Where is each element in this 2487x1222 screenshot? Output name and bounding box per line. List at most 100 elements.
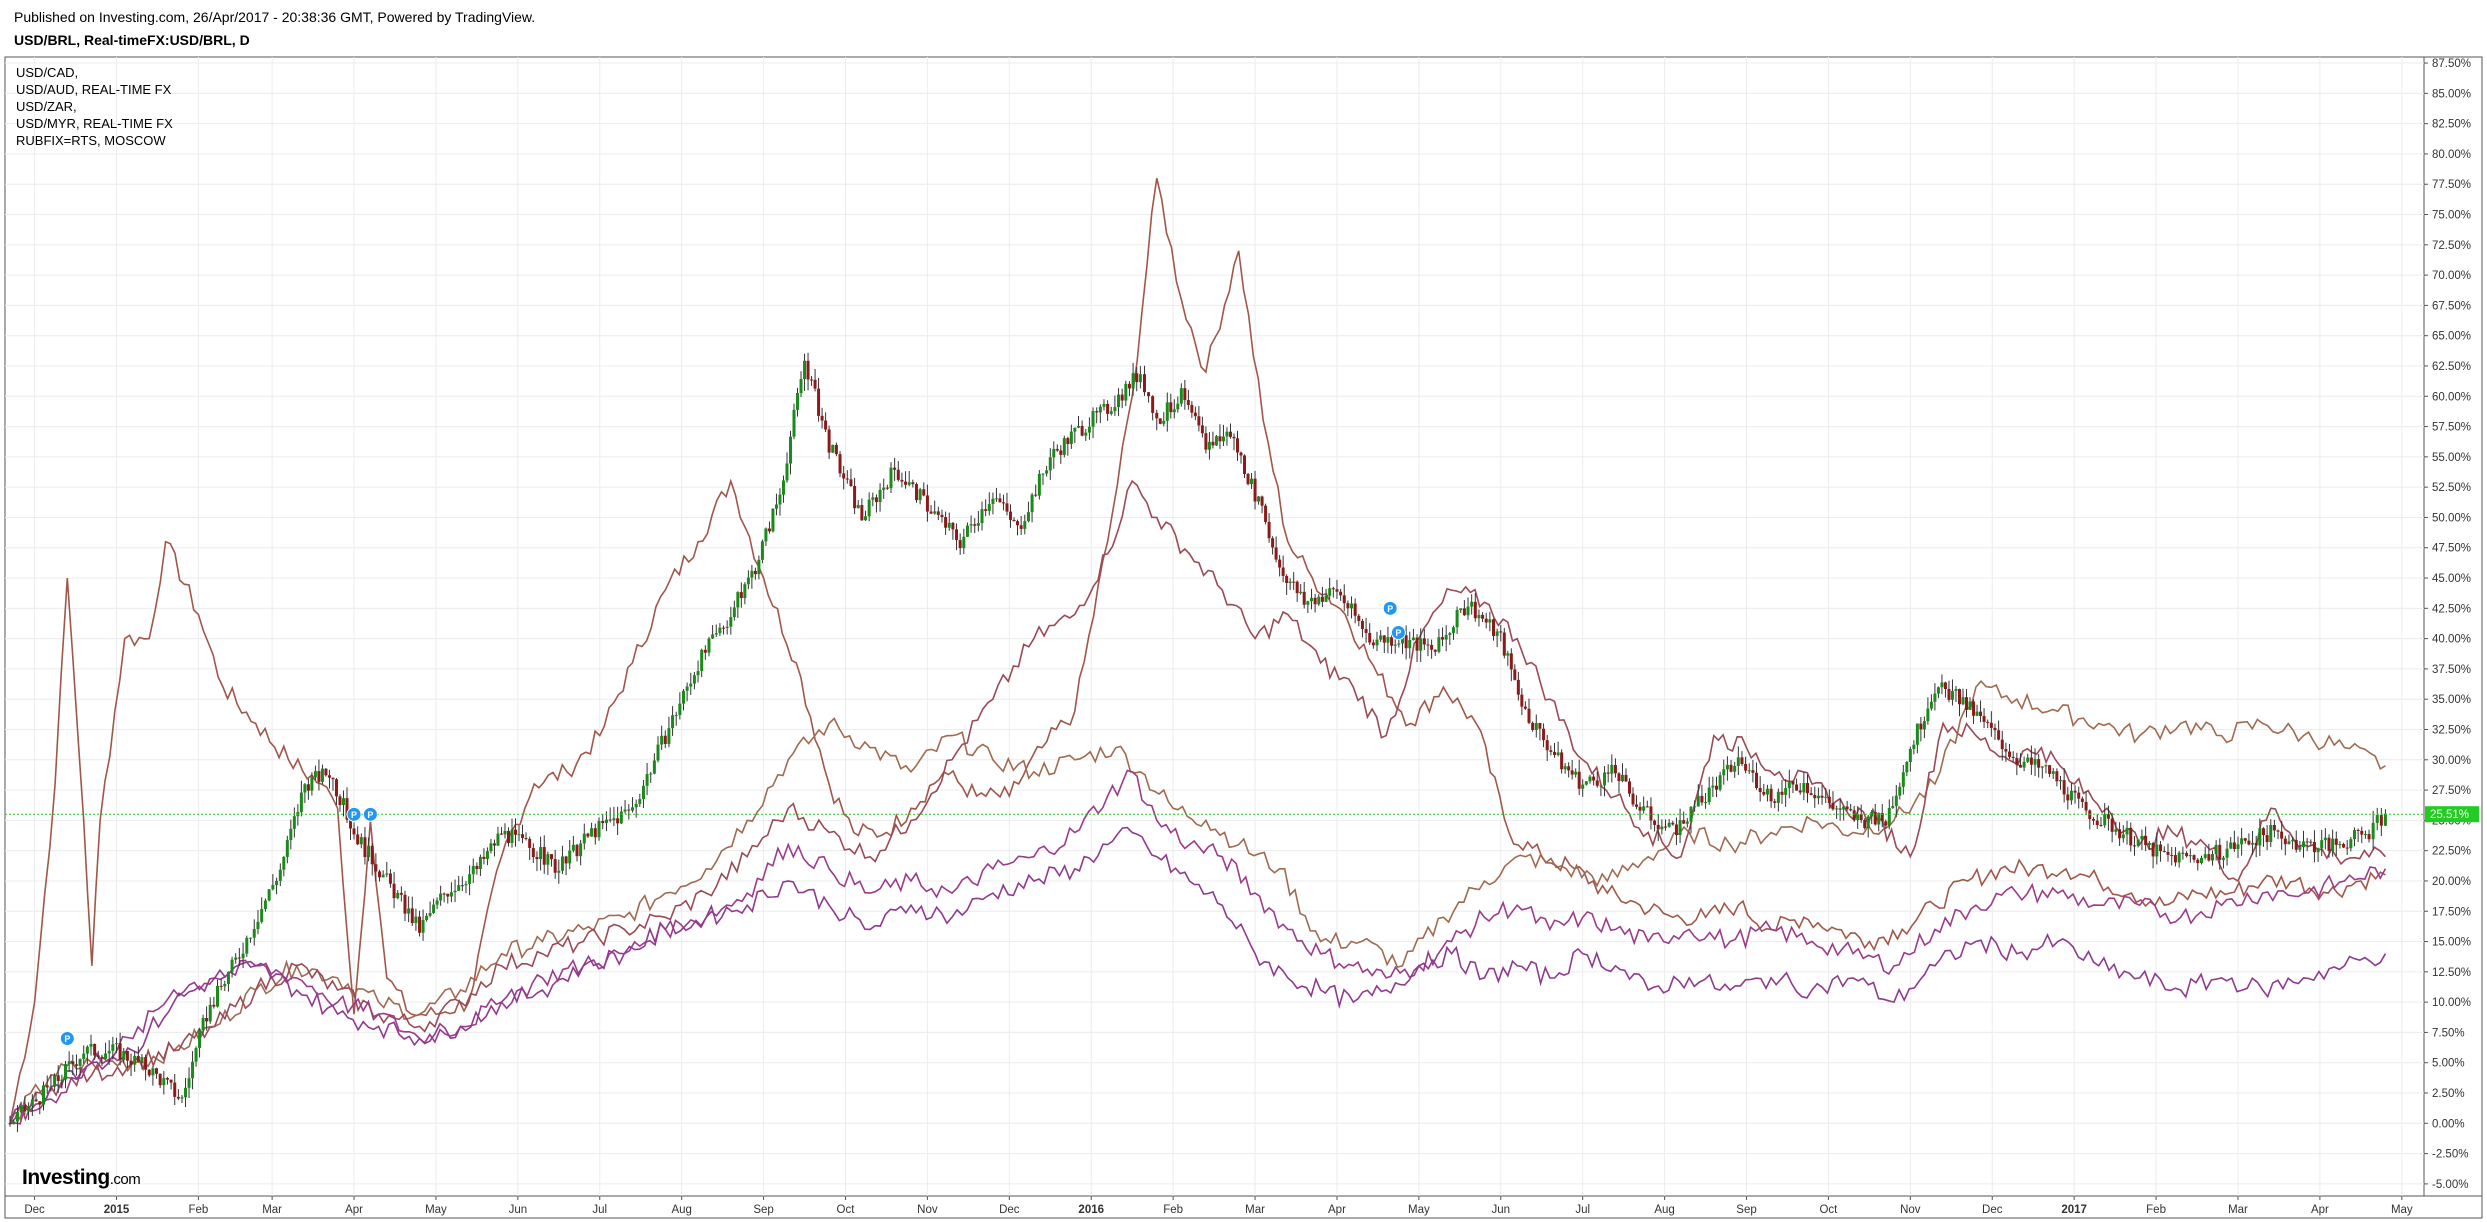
- candle-body: [1441, 637, 1445, 640]
- candle-body: [317, 771, 321, 782]
- candle-body: [2099, 825, 2103, 827]
- candle-body: [338, 796, 342, 806]
- event-marker: [1390, 625, 1406, 641]
- candle-body: [2323, 837, 2327, 841]
- candle-body: [114, 1043, 118, 1045]
- candle-body: [1204, 433, 1208, 450]
- candle-body: [914, 484, 918, 501]
- candle-body: [631, 807, 635, 811]
- candle-body: [1660, 826, 1664, 830]
- candle-body: [1400, 635, 1404, 644]
- candle-body: [173, 1082, 177, 1097]
- candle-body: [1798, 790, 1802, 793]
- candle-body: [306, 784, 310, 791]
- candle-body: [1649, 806, 1653, 821]
- candle-body: [1979, 711, 1983, 717]
- candle-body: [2240, 838, 2244, 845]
- candle-body: [1278, 559, 1282, 568]
- x-tick-label: Sep: [753, 1204, 773, 1216]
- candle-body: [1538, 722, 1542, 729]
- candle-body: [781, 480, 785, 495]
- candle-body: [1041, 473, 1045, 475]
- candle-body: [1849, 809, 1853, 811]
- candle-body: [1422, 638, 1426, 645]
- candle-body: [1218, 436, 1222, 442]
- candle-body: [1076, 425, 1080, 428]
- candle-body: [2283, 838, 2287, 845]
- candle-body: [564, 856, 568, 864]
- candle-body: [27, 1106, 31, 1112]
- candle-body: [535, 857, 539, 860]
- candle-body: [882, 487, 886, 490]
- candle-body: [71, 1061, 75, 1065]
- candle-body: [671, 715, 675, 729]
- x-tick-label: Mar: [1245, 1204, 1265, 1216]
- candle-body: [85, 1046, 89, 1054]
- candle-body: [418, 916, 422, 933]
- candle-body: [796, 392, 800, 410]
- y-tick-label: 75.00%: [2432, 210, 2471, 222]
- candle-body: [1169, 402, 1173, 413]
- candle-body: [1891, 806, 1895, 808]
- candle-body: [1667, 822, 1671, 827]
- x-tick-label: May: [1408, 1204, 1430, 1216]
- candle-body: [2261, 828, 2265, 836]
- candle-body: [165, 1078, 169, 1080]
- candle-body: [1824, 796, 1828, 798]
- candle-body: [845, 478, 849, 480]
- series-line: [9, 178, 2386, 1124]
- candle-body: [987, 504, 991, 511]
- candle-body: [282, 856, 286, 870]
- candle-body: [1098, 406, 1102, 413]
- candle-body: [370, 845, 374, 865]
- candle-body: [2029, 757, 2033, 765]
- candle-body: [2073, 790, 2077, 793]
- candle-body: [1243, 455, 1247, 474]
- candle-body: [292, 816, 296, 829]
- x-tick-label: Sep: [1736, 1204, 1756, 1216]
- candle-body: [2207, 854, 2211, 861]
- candle-body: [973, 524, 977, 526]
- candle-body: [940, 514, 944, 518]
- candle-body: [604, 819, 608, 824]
- candle-body: [824, 420, 828, 430]
- candle-body: [1736, 757, 1740, 766]
- candle-body: [998, 498, 1002, 503]
- candle-body: [468, 874, 472, 884]
- candle-body: [1030, 494, 1034, 513]
- candle-body: [1610, 764, 1614, 774]
- candle-body: [2225, 848, 2229, 858]
- candle-body: [929, 511, 933, 514]
- candle-body: [1346, 603, 1350, 609]
- candle-body: [1773, 801, 1777, 803]
- candle-body: [1776, 791, 1780, 803]
- candle-body: [922, 489, 926, 496]
- candle-body: [1588, 776, 1592, 782]
- candle-body: [692, 675, 696, 684]
- candle-body: [410, 908, 414, 924]
- y-tick-label: 0.00%: [2432, 1118, 2465, 1130]
- event-marker-label: P: [351, 810, 357, 820]
- y-tick-label: 55.00%: [2432, 452, 2471, 464]
- x-tick-label: Dec: [24, 1204, 45, 1216]
- candle-body: [757, 559, 761, 575]
- current-value-badge: [2425, 806, 2479, 823]
- candle-body: [652, 760, 656, 774]
- candle-body: [78, 1059, 82, 1066]
- current-value-layer: 25.51%: [5, 806, 2479, 823]
- candle-body: [1502, 632, 1506, 656]
- candle-body: [1408, 640, 1412, 649]
- candle-body: [714, 633, 718, 635]
- candle-body: [2026, 757, 2030, 762]
- y-tick-label: 57.50%: [2432, 422, 2471, 434]
- candle-body: [962, 536, 966, 549]
- candle-body: [1455, 610, 1459, 628]
- candle-body: [1211, 441, 1215, 446]
- candle-body: [1725, 764, 1729, 770]
- candle-body: [2033, 759, 2037, 765]
- candle-body: [641, 785, 645, 800]
- candle-body: [198, 1030, 202, 1049]
- candle-body: [2066, 794, 2070, 801]
- candle-body: [2196, 859, 2200, 864]
- candle-body: [1599, 785, 1603, 787]
